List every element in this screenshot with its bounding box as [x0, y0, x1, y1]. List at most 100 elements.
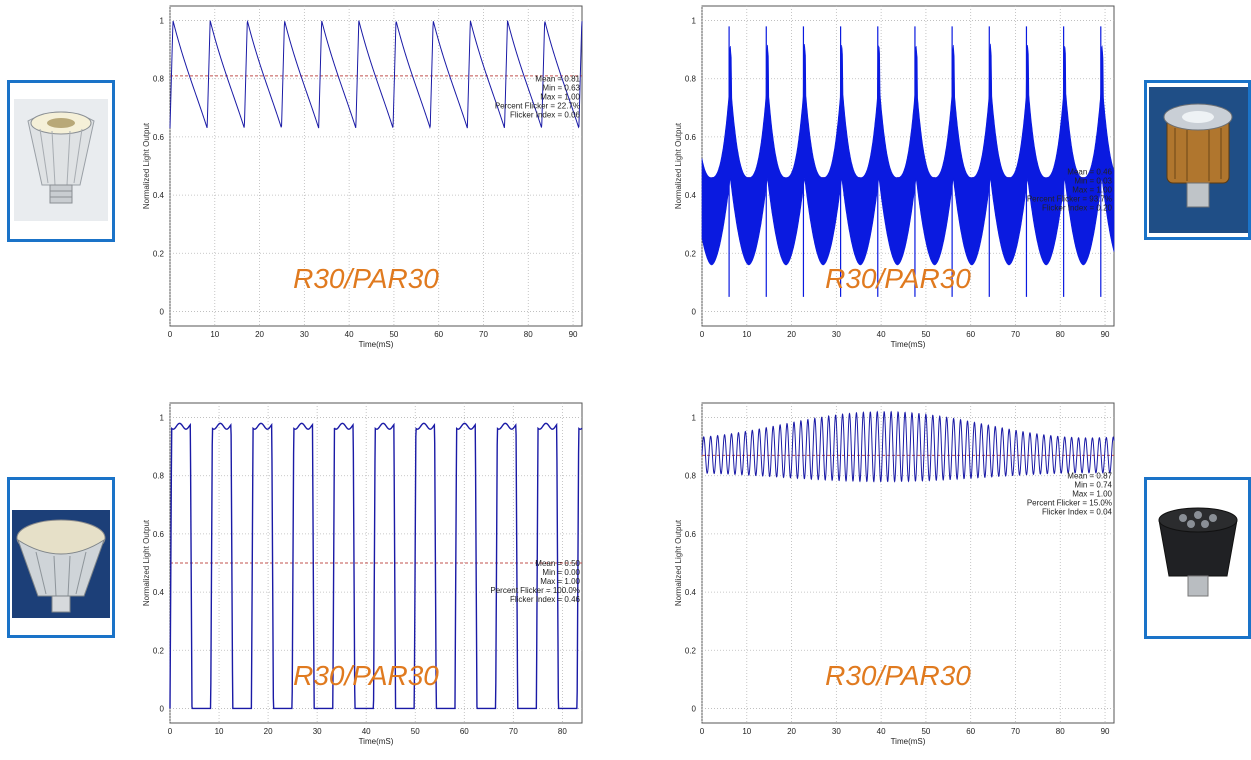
y-tick-label: 1	[692, 17, 697, 26]
y-tick-label: 0.2	[153, 646, 165, 655]
stat-label: Percent Flicker = 15.0%	[1027, 499, 1112, 508]
x-axis-label: Time(mS)	[891, 340, 926, 349]
stat-label: Percent Flicker = 93.7%	[1027, 195, 1112, 204]
x-tick-label: 0	[168, 330, 173, 339]
x-tick-label: 20	[255, 330, 264, 339]
plot-area	[169, 5, 583, 327]
y-tick-label: 0	[160, 704, 165, 713]
y-tick-label: 0.8	[685, 75, 697, 84]
x-tick-label: 10	[742, 727, 751, 736]
signal-trace	[169, 422, 583, 710]
y-tick-label: 0.2	[685, 646, 697, 655]
flicker-chart-2: 0 10 20 30 40 50 60 70 80 90 0 0.2 0.4 0.6 0.8 1 Time(mS…	[672, 0, 1122, 363]
x-tick-label: 90	[569, 330, 578, 339]
x-tick-label: 60	[966, 330, 975, 339]
y-tick-label: 0	[692, 307, 697, 316]
x-tick-label: 20	[787, 727, 796, 736]
chart-caption: R30/PAR30	[825, 263, 971, 294]
y-tick-label: 0.4	[685, 191, 697, 200]
stat-label: Flicker Index = 0.04	[1042, 508, 1113, 517]
x-tick-label: 60	[460, 727, 469, 736]
x-tick-label: 10	[215, 727, 224, 736]
x-tick-label: 0	[168, 727, 173, 736]
stat-label: Min = 0.00	[542, 568, 580, 577]
stat-label: Max = 1.00	[540, 577, 580, 586]
x-tick-label: 0	[700, 330, 705, 339]
x-tick-label: 70	[1011, 727, 1020, 736]
led-array-bulb-icon	[12, 510, 110, 618]
lamp-photo-4	[1144, 477, 1251, 639]
y-axis-label: Normalized Light Output	[674, 519, 683, 606]
chart-caption: R30/PAR30	[293, 263, 439, 294]
stat-label: Mean = 0.50	[535, 559, 580, 568]
x-tick-label: 90	[1101, 727, 1110, 736]
stat-label: Min = 0.63	[542, 84, 580, 93]
flicker-chart-3: 0 10 20 30 40 50 60 70 80 0 0.2 0.4 0.6 0.8 1 Time(mS) N…	[140, 397, 590, 760]
y-tick-label: 1	[692, 414, 697, 423]
x-tick-label: 40	[345, 330, 354, 339]
x-tick-label: 20	[264, 727, 273, 736]
y-tick-label: 0.6	[685, 530, 697, 539]
x-axis-label: Time(mS)	[359, 737, 394, 746]
y-tick-label: 1	[160, 17, 165, 26]
y-tick-label: 0.6	[685, 133, 697, 142]
y-tick-label: 0.8	[153, 472, 165, 481]
copper-par30-bulb-icon	[1149, 87, 1248, 233]
x-tick-label: 10	[742, 330, 751, 339]
x-tick-label: 50	[921, 727, 930, 736]
stat-label: Percent Flicker = 100.0%	[490, 586, 580, 595]
y-axis-label: Normalized Light Output	[674, 122, 683, 209]
flicker-chart-1: 0 10 20 30 40 50 60 70 80 90 0 0.2 0.4 0.6 0.8 1 Time(mS…	[140, 0, 590, 363]
chart-caption: R30/PAR30	[293, 660, 439, 691]
lamp-photo-1	[7, 80, 115, 242]
y-tick-label: 0.6	[153, 133, 165, 142]
x-tick-label: 30	[832, 727, 841, 736]
y-tick-label: 0.2	[685, 249, 697, 258]
chart-svg-1: 0 10 20 30 40 50 60 70 80 90 0 0.2 0.4 0.6 0.8 1 Time(mS…	[142, 5, 583, 349]
x-tick-label: 70	[509, 727, 518, 736]
stat-label: Min = 0.03	[1074, 177, 1112, 186]
white-finned-bulb-icon	[14, 99, 108, 221]
x-tick-label: 80	[524, 330, 533, 339]
x-tick-label: 80	[1056, 330, 1065, 339]
y-tick-label: 1	[160, 414, 165, 423]
stat-label: Max = 1.00	[1072, 490, 1112, 499]
y-tick-label: 0.2	[153, 249, 165, 258]
x-tick-label: 50	[411, 727, 420, 736]
lamp-photo-3	[7, 477, 115, 638]
x-tick-label: 30	[300, 330, 309, 339]
y-tick-label: 0.4	[153, 191, 165, 200]
y-tick-label: 0.4	[685, 588, 697, 597]
stat-label: Max = 1.00	[540, 93, 580, 102]
flicker-chart-4: 0 10 20 30 40 50 60 70 80 90 0 0.2 0.4 0.6 0.8 1 Time(mS…	[672, 397, 1122, 760]
stat-label: Mean = 0.87	[1067, 472, 1112, 481]
x-tick-label: 70	[1011, 330, 1020, 339]
black-led-bulb-icon	[1149, 482, 1248, 634]
stat-label: Mean = 0.81	[535, 75, 580, 84]
y-axis-label: Normalized Light Output	[142, 122, 151, 209]
x-tick-label: 70	[479, 330, 488, 339]
y-tick-label: 0.8	[153, 75, 165, 84]
x-tick-label: 60	[434, 330, 443, 339]
x-tick-label: 80	[1056, 727, 1065, 736]
stat-label: Flicker Index = 0.06	[510, 111, 581, 120]
x-tick-label: 0	[700, 727, 705, 736]
chart-svg-2: 0 10 20 30 40 50 60 70 80 90 0 0.2 0.4 0.6 0.8 1 Time(mS…	[674, 5, 1115, 349]
y-tick-label: 0	[692, 704, 697, 713]
y-tick-label: 0.8	[685, 472, 697, 481]
x-tick-label: 40	[877, 330, 886, 339]
stat-label: Flicker Index = 0.20	[1042, 204, 1113, 213]
stat-label: Mean = 0.46	[1067, 168, 1112, 177]
y-axis-label: Normalized Light Output	[142, 519, 151, 606]
signal-trace	[701, 410, 1115, 483]
x-tick-label: 50	[921, 330, 930, 339]
y-tick-label: 0	[160, 307, 165, 316]
x-axis-label: Time(mS)	[891, 737, 926, 746]
stat-label: Min = 0.74	[1074, 481, 1112, 490]
lamp-photo-2	[1144, 80, 1251, 240]
x-tick-label: 20	[787, 330, 796, 339]
stat-label: Percent Flicker = 22.7%	[495, 102, 580, 111]
stat-label: Max = 1.00	[1072, 186, 1112, 195]
x-tick-label: 50	[389, 330, 398, 339]
chart-svg-4: 0 10 20 30 40 50 60 70 80 90 0 0.2 0.4 0.6 0.8 1 Time(mS…	[674, 402, 1115, 746]
